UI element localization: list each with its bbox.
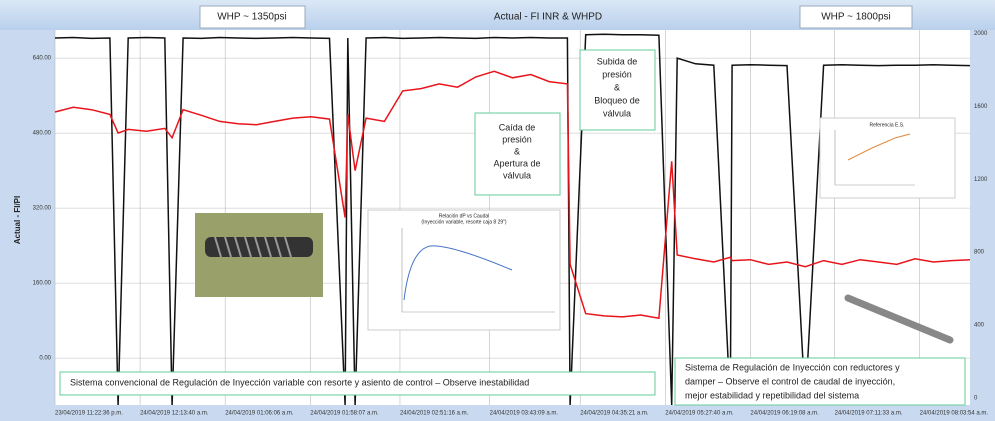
inset-title: (Inyección variable, resorte caja 8 29") [421,219,506,225]
annotation-box [474,112,561,196]
photo-thread [214,236,292,258]
header-box [799,5,913,29]
inset-frame [367,209,561,331]
inset-chart: Referencia E.S. [819,117,956,199]
tool-photo [844,294,954,344]
x-tick-label: 24/04/2019 04:35:21 a.m. [580,411,649,417]
annotation-text: Bloqueo de [594,95,640,105]
annotation-text: & [514,146,520,156]
series-lines [54,33,971,406]
inset-axes [834,130,915,186]
annotation-text: válvula [503,170,531,180]
y2-tick-label: 1600 [974,104,988,110]
inset-curve [847,133,911,161]
annotation-text: Subida de [597,56,638,66]
x-tick-label: 24/04/2019 12:13:40 a.m. [140,411,209,417]
y-tick-label: 480.00 [33,131,52,137]
y-axis-title: Actual - FI/PI [13,196,22,244]
y2-tick-label: 1200 [974,177,988,183]
header-label: WHP ~ 1800psi [821,12,891,23]
tool-body [844,294,954,344]
annotation-text: presión [502,134,532,144]
y2-tick-label: 400 [974,322,985,328]
x-tick-label: 24/04/2019 03:43:09 a.m. [490,411,559,417]
annotation-box [674,357,966,406]
x-tick-label: 23/04/2019 11:22:36 p.m. [55,411,123,417]
inset-axes [401,228,555,313]
inset-chart: Relación dP vs Caudal (Inyección variabl… [367,209,561,331]
y2-tick-label: 0 [974,395,978,401]
x-tick-label: 24/04/2019 01:58:07 a.m. [310,411,379,417]
x-tick-label: 24/04/2019 02:51:16 a.m. [400,411,469,417]
annotation-text: Sistema de Regulación de Inyección con r… [685,362,900,372]
inset-title: Relación dP vs Caudal [439,213,490,219]
header-box [199,5,306,29]
series-line [54,33,971,406]
y2-tick-label: 2000 [974,31,988,37]
x-tick-labels: 23/04/2019 11:22:36 p.m. 24/04/2019 12:13… [55,411,988,417]
inset-title: Referencia E.S. [869,122,904,128]
annotation-text: & [614,82,620,92]
annotation-text: mejor estabilidad y repetibilidad del si… [685,390,859,400]
annotation-text: presión [602,69,632,79]
y-tick-label: 0.00 [39,356,51,362]
x-tick-label: 24/04/2019 08:03:54 a.m. [920,411,989,417]
header-label: Actual - FI INR & WHPD [494,12,602,23]
x-tick-label: 24/04/2019 07:11:33 a.m. [835,411,903,417]
series-line [54,70,971,320]
part-photo [195,213,323,297]
inset-frame [819,117,956,199]
annotation-box [579,49,656,131]
y-tick-label: 320.00 [33,206,52,212]
y-tick-label: 640.00 [33,56,52,62]
header-label: WHP ~ 1350psi [217,12,287,23]
annotation-text: damper – Observe el control de caudal de… [685,376,895,386]
inset-curve [403,245,513,301]
x-tick-label: 24/04/2019 05:27:40 a.m. [665,411,734,417]
annotation-text: Caída de [499,122,536,132]
annotation-box [59,371,656,396]
y-tick-label: 160.00 [33,281,52,287]
annotation-text: Apertura de [493,158,540,168]
x-tick-label: 24/04/2019 01:06:06 a.m. [225,411,294,417]
annotation-text: válvula [603,108,631,118]
x-tick-label: 24/04/2019 06:19:08 a.m. [750,411,819,417]
y2-tick-label: 800 [974,250,985,256]
annotation-text: Sistema convencional de Regulación de In… [70,377,529,387]
annotations: Caída de presión & Apertura de válvula Subida… [70,56,900,400]
